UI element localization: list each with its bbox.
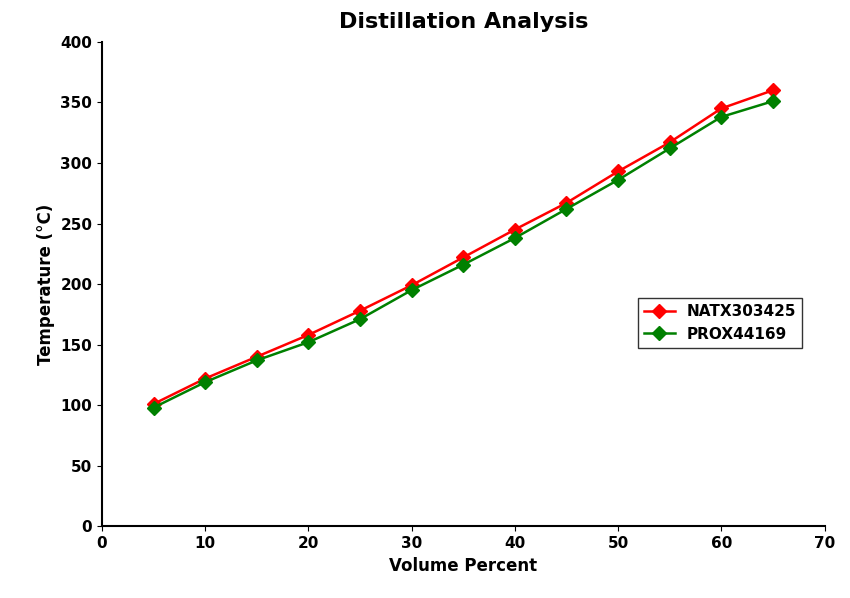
- PROX44169: [406, 286, 416, 294]
- PROX44169: [149, 404, 159, 411]
- NATX303425: [768, 87, 778, 94]
- PROX44169: [303, 338, 314, 346]
- Line: NATX303425: NATX303425: [149, 86, 778, 409]
- PROX44169: [561, 205, 571, 212]
- Line: PROX44169: PROX44169: [149, 96, 778, 413]
- PROX44169: [717, 114, 727, 121]
- NATX303425: [613, 168, 623, 175]
- PROX44169: [768, 97, 778, 105]
- NATX303425: [303, 331, 314, 338]
- Y-axis label: Temperature (°C): Temperature (°C): [37, 203, 54, 365]
- PROX44169: [200, 379, 210, 386]
- PROX44169: [613, 176, 623, 184]
- Title: Distillation Analysis: Distillation Analysis: [338, 12, 588, 32]
- NATX303425: [252, 353, 262, 360]
- NATX303425: [200, 375, 210, 382]
- NATX303425: [717, 105, 727, 112]
- NATX303425: [561, 199, 571, 206]
- PROX44169: [458, 261, 468, 269]
- NATX303425: [510, 226, 520, 233]
- PROX44169: [252, 357, 262, 364]
- NATX303425: [458, 254, 468, 261]
- NATX303425: [355, 307, 366, 315]
- Legend: NATX303425, PROX44169: NATX303425, PROX44169: [638, 298, 802, 347]
- X-axis label: Volume Percent: Volume Percent: [389, 557, 537, 575]
- NATX303425: [149, 400, 159, 407]
- NATX303425: [406, 282, 416, 289]
- PROX44169: [355, 316, 366, 323]
- PROX44169: [510, 234, 520, 242]
- NATX303425: [665, 139, 675, 146]
- PROX44169: [665, 145, 675, 152]
